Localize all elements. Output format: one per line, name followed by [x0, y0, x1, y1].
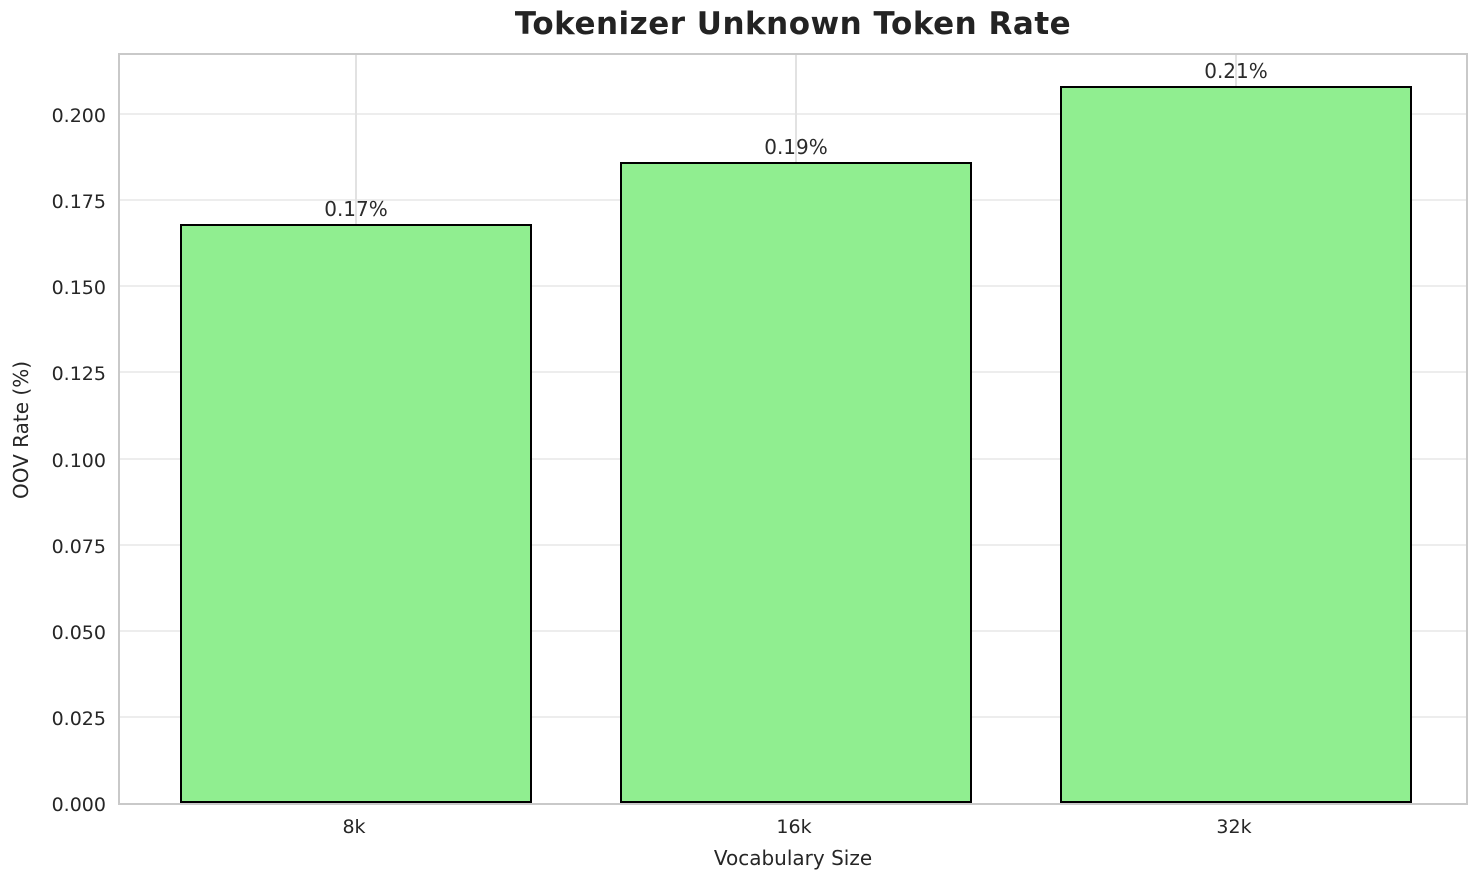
- y-tick-label: 0.200: [51, 105, 106, 128]
- bar-8k: [180, 224, 532, 803]
- x-tick-label: 16k: [776, 816, 812, 838]
- y-tick-label: 0.125: [51, 363, 106, 386]
- plot-area: 0.17% 0.19% 0.21%: [118, 53, 1468, 805]
- y-tick-label: 0.025: [51, 707, 106, 730]
- chart-title: Tokenizer Unknown Token Rate: [514, 6, 1072, 42]
- y-tick-label: 0.100: [51, 449, 106, 472]
- x-tick-label: 32k: [1216, 816, 1252, 838]
- y-gridline: [120, 113, 1466, 116]
- y-tick-label: 0.075: [51, 535, 106, 558]
- bar-16k: [620, 162, 972, 803]
- bar-value-label: 0.17%: [324, 197, 388, 222]
- bar-32k: [1060, 86, 1412, 803]
- y-tick-label: 0.000: [51, 794, 106, 816]
- bar-value-label: 0.19%: [764, 135, 828, 160]
- x-tick-label: 8k: [342, 816, 366, 838]
- x-axis-label: Vocabulary Size: [713, 846, 873, 870]
- y-tick-label: 0.175: [51, 191, 106, 214]
- y-tick-label: 0.050: [51, 621, 106, 644]
- y-tick-label: 0.150: [51, 277, 106, 300]
- bar-value-label: 0.21%: [1204, 59, 1268, 84]
